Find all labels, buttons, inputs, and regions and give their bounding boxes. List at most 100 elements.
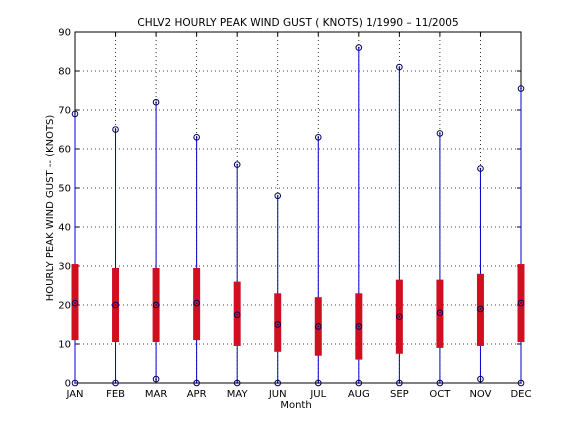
max-marker-dot [195, 136, 198, 139]
max-marker-dot [74, 113, 76, 115]
box-group-aug [355, 44, 363, 387]
max-marker-dot [358, 46, 360, 49]
y-tick-label: 80 [58, 67, 71, 78]
iqr-box [233, 281, 241, 346]
box-series [71, 44, 525, 387]
median-marker-dot [317, 325, 320, 328]
box-group-jan [71, 110, 79, 387]
x-tick-label: AUG [348, 389, 370, 400]
y-tick-label: 10 [58, 340, 71, 351]
median-marker-dot [479, 308, 482, 310]
iqr-box [71, 264, 79, 341]
median-marker-dot [155, 304, 157, 306]
min-marker-dot [114, 382, 117, 384]
max-marker-dot [317, 136, 320, 139]
chart-title: CHLV2 HOURLY PEAK WIND GUST ( KNOTS) 1/1… [137, 17, 458, 29]
median-marker [112, 301, 119, 309]
box-group-sep [395, 63, 403, 387]
min-marker [517, 379, 525, 387]
max-marker [193, 134, 200, 141]
x-tick-label: NOV [469, 389, 491, 400]
min-marker [396, 379, 403, 387]
y-tick-label: 90 [58, 28, 71, 39]
y-tick-label: 0 [65, 379, 71, 390]
max-marker [517, 85, 525, 92]
median-marker-dot [358, 325, 360, 328]
x-tick-label: APR [187, 389, 207, 400]
iqr-box [274, 293, 282, 352]
x-axis: JAN FEB MAR APR MAY JUN JUL AUG SEP OCT NOV DEC [65, 32, 532, 400]
x-axis-label: Month [280, 400, 311, 411]
median-marker-dot [520, 302, 522, 304]
median-marker-dot [236, 313, 238, 316]
max-marker-dot [479, 167, 482, 170]
x-tick-label: JAN [65, 389, 83, 400]
max-marker-dot [114, 128, 117, 131]
max-marker [71, 110, 79, 118]
box-group-may [233, 161, 241, 387]
min-marker-dot [398, 382, 401, 384]
y-tick-label: 50 [58, 184, 71, 195]
median-marker [152, 301, 160, 309]
x-tick-label: MAR [145, 389, 167, 400]
max-marker [396, 63, 403, 71]
min-marker-dot [276, 382, 279, 384]
min-marker [355, 379, 363, 387]
min-marker [152, 375, 160, 383]
plot-area-frame [74, 31, 522, 384]
min-marker [193, 379, 200, 387]
y-tick-label: 20 [58, 301, 71, 312]
box-group-apr [193, 134, 201, 387]
min-marker [112, 379, 119, 387]
box-group-oct [436, 130, 444, 387]
max-marker-dot [439, 132, 441, 135]
y-tick-label: 60 [58, 145, 71, 156]
median-marker-dot [439, 312, 441, 314]
max-marker-dot [398, 66, 401, 68]
box-group-feb [112, 126, 120, 387]
box-group-jun [274, 192, 282, 387]
median-marker-dot [276, 323, 279, 326]
max-marker-dot [276, 195, 279, 197]
max-marker [436, 130, 444, 137]
box-group-mar [152, 98, 160, 383]
x-tick-label: SEP [390, 389, 409, 400]
min-marker-dot [195, 382, 198, 384]
min-marker [314, 379, 322, 387]
max-marker [233, 161, 241, 168]
min-marker [233, 379, 241, 387]
median-marker [274, 321, 282, 328]
x-tick-label: FEB [106, 389, 125, 400]
y-tick-label: 30 [58, 262, 71, 273]
median-marker [436, 309, 444, 317]
min-marker-dot [317, 382, 320, 384]
max-marker [314, 134, 322, 141]
max-marker [152, 98, 160, 106]
min-marker-dot [74, 382, 76, 384]
box-group-dec [517, 85, 525, 387]
max-marker [112, 126, 119, 133]
median-marker [517, 299, 525, 307]
median-marker [477, 305, 484, 313]
max-marker [477, 165, 484, 172]
min-marker-dot [358, 382, 360, 384]
max-marker-dot [155, 101, 157, 103]
max-marker [355, 44, 363, 51]
box-group-nov [476, 165, 484, 383]
median-marker [71, 299, 79, 307]
min-marker [71, 379, 79, 387]
median-marker-dot [114, 304, 117, 306]
y-axis: 0 10 20 30 40 50 60 70 80 90 [58, 28, 521, 390]
min-marker-dot [439, 382, 441, 384]
median-marker [396, 313, 403, 321]
median-marker [233, 311, 241, 319]
median-marker-dot [74, 302, 76, 304]
min-marker-dot [155, 378, 157, 380]
max-marker-dot [236, 163, 238, 166]
median-marker [193, 299, 200, 307]
median-marker [314, 323, 322, 330]
iqr-box [193, 267, 201, 341]
min-marker [477, 375, 484, 383]
median-marker-dot [398, 315, 401, 318]
